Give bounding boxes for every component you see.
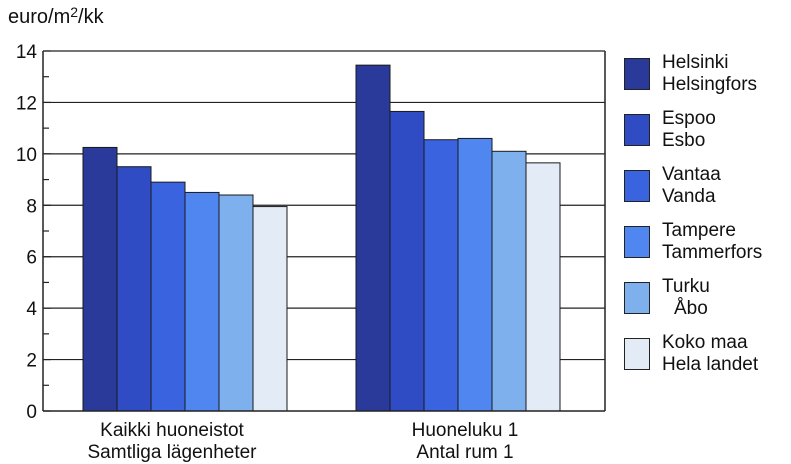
legend-label: Åbo: [674, 298, 708, 319]
legend-item-tampere: Tampere Tammerfors: [612, 220, 787, 268]
bar: [355, 64, 391, 412]
legend-swatch: [624, 282, 650, 314]
y-tick-label: 2: [26, 351, 37, 372]
legend-label: Tammerfors: [662, 242, 763, 263]
y-tick-label: 4: [26, 299, 37, 320]
legend-swatch: [624, 226, 650, 258]
category-label-0: Kaikki huoneistot Samtliga lägenheter: [87, 420, 257, 463]
axes: [42, 50, 606, 412]
y-tick-label: 8: [26, 196, 37, 217]
bar: [457, 137, 493, 412]
bar: [491, 150, 527, 412]
legend-swatch: [624, 114, 650, 146]
bar: [116, 166, 152, 412]
bars: [82, 64, 561, 412]
legend-item-vantaa: Vantaa Vanda: [612, 164, 787, 212]
category-label-1: Huoneluku 1 Antal rum 1: [411, 420, 519, 463]
legend-item-turku: Turku Åbo: [612, 276, 787, 324]
bar: [252, 206, 288, 412]
bar: [525, 162, 561, 412]
legend-label: Hela landet: [662, 354, 759, 375]
y-tick-label: 0: [26, 402, 37, 423]
legend-swatch: [624, 58, 650, 90]
legend-item-koko-maa: Koko maa Hela landet: [612, 332, 787, 380]
y-tick-label: 6: [26, 248, 37, 269]
y-tick-label: 12: [16, 93, 37, 114]
legend-label: Vantaa: [662, 164, 721, 185]
y-axis-label: euro/m2/kk: [8, 4, 104, 28]
bar: [423, 139, 459, 412]
y-tick-label: 14: [16, 42, 38, 63]
legend-item-helsinki: Helsinki Helsingfors: [612, 52, 787, 100]
legend-label: Helsinki: [662, 52, 729, 73]
legend-swatch: [624, 170, 650, 202]
y-tick-labels: 0 2 4 6 8 10 12 14: [16, 42, 38, 423]
legend-label: Vanda: [662, 186, 716, 207]
legend-label: Turku: [662, 276, 710, 297]
legend-item-espoo: Espoo Esbo: [612, 108, 787, 156]
bar: [184, 191, 220, 412]
bar: [389, 110, 425, 412]
legend-label: Koko maa: [662, 332, 748, 353]
bar: [82, 146, 118, 412]
legend-label: Helsingfors: [662, 74, 758, 95]
bar: [218, 194, 254, 412]
legend-label: Esbo: [662, 130, 706, 151]
y-tick-label: 10: [16, 145, 37, 166]
legend-label: Espoo: [662, 108, 716, 129]
legend-label: Tampere: [662, 220, 736, 241]
legend-swatch: [624, 338, 650, 370]
bar: [150, 181, 186, 412]
